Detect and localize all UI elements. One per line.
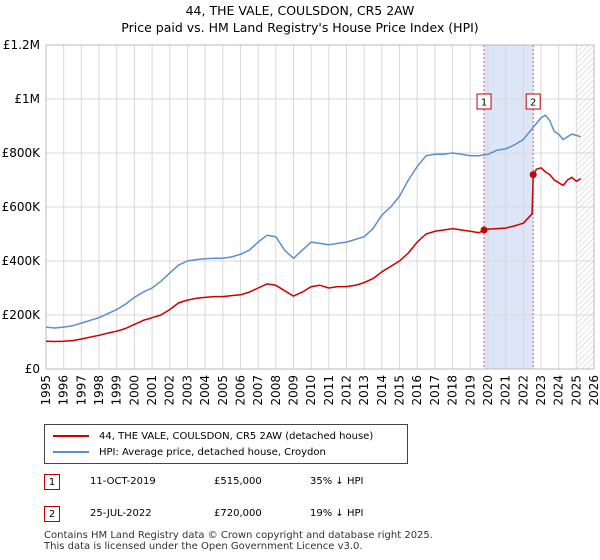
y-tick-label: £400K — [2, 254, 42, 268]
footer: Contains HM Land Registry data © Crown c… — [44, 530, 433, 552]
x-tick-label: 2022 — [516, 375, 530, 406]
sale-hpi-diff: 35% ↓ HPI — [310, 476, 364, 487]
series-line-hpi — [45, 114, 581, 329]
sale-hpi-diff: 19% ↓ HPI — [310, 508, 364, 519]
x-tick-label: 2000 — [127, 375, 141, 406]
x-tick-label: 2005 — [216, 375, 230, 406]
sales-row: 1 11-OCT-2019 £515,000 35% ↓ HPI — [44, 472, 464, 494]
legend-item-hpi: HPI: Average price, detached house, Croy… — [53, 444, 326, 460]
x-tick-label: 2017 — [428, 375, 442, 406]
sale-marker-label: 2 — [530, 98, 536, 109]
x-tick-label: 2019 — [463, 375, 477, 406]
x-tick-label: 2009 — [286, 375, 300, 406]
x-tick-label: 2010 — [304, 375, 318, 406]
x-tick-label: 2007 — [251, 375, 265, 406]
y-tick-label: £0 — [25, 362, 40, 376]
legend-swatch-property — [53, 435, 89, 437]
x-tick-label: 1998 — [92, 375, 106, 406]
x-tick-label: 1997 — [74, 375, 88, 406]
y-tick-label: £1M — [14, 92, 40, 106]
x-tick-label: 2023 — [534, 375, 548, 406]
sale-number-badge: 1 — [44, 474, 60, 490]
legend-label-property: 44, THE VALE, COULSDON, CR5 2AW (detache… — [99, 430, 374, 442]
sale-price: £515,000 — [214, 476, 262, 487]
x-tick-label: 1996 — [57, 375, 71, 406]
x-tick-label: 2014 — [375, 375, 389, 406]
series-line-property — [45, 167, 582, 343]
x-tick-label: 2020 — [481, 375, 495, 406]
legend-swatch-hpi — [53, 451, 89, 453]
sale-number-badge: 2 — [44, 506, 60, 522]
legend: 44, THE VALE, COULSDON, CR5 2AW (detache… — [44, 424, 408, 464]
chart-title: 44, THE VALE, COULSDON, CR5 2AW Price pa… — [0, 2, 600, 36]
sale-point — [480, 226, 488, 234]
x-tick-label: 2004 — [198, 375, 212, 406]
legend-item-property: 44, THE VALE, COULSDON, CR5 2AW (detache… — [53, 428, 373, 444]
sale-marker-label: 1 — [481, 98, 487, 109]
x-tick-label: 2011 — [322, 375, 336, 406]
sale-price: £720,000 — [214, 508, 262, 519]
sale-marker-box — [476, 93, 492, 110]
y-tick-label: £200K — [2, 308, 42, 322]
x-tick-label: 1995 — [39, 375, 53, 406]
x-tick-label: 2018 — [446, 375, 460, 406]
x-tick-label: 2008 — [269, 375, 283, 406]
x-tick-label: 2001 — [145, 375, 159, 406]
x-tick-label: 2006 — [233, 375, 247, 406]
plot-border — [45, 44, 595, 370]
x-tick-label: 2021 — [499, 375, 513, 406]
x-tick-label: 2002 — [163, 375, 177, 406]
x-tick-label: 2015 — [393, 375, 407, 406]
x-tick-label: 2016 — [410, 375, 424, 406]
chart-title-line1: 44, THE VALE, COULSDON, CR5 2AW — [185, 3, 415, 18]
x-tick-label: 2012 — [340, 375, 354, 406]
y-tick-label: £1.2M — [3, 38, 40, 52]
sale-point — [529, 171, 537, 179]
x-tick-label: 2024 — [552, 375, 566, 406]
chart-title-line2: Price paid vs. HM Land Registry's House … — [121, 20, 479, 35]
x-tick-label: 2003 — [180, 375, 194, 406]
footer-copyright: Contains HM Land Registry data © Crown c… — [44, 530, 433, 541]
y-tick-label: £600K — [2, 200, 42, 214]
footer-licence: This data is licensed under the Open Gov… — [44, 541, 363, 552]
legend-label-hpi: HPI: Average price, detached house, Croy… — [99, 446, 326, 458]
sale-date: 25-JUL-2022 — [90, 508, 152, 519]
x-tick-label: 2026 — [587, 375, 600, 406]
sales-row: 2 25-JUL-2022 £720,000 19% ↓ HPI — [44, 504, 464, 526]
y-tick-label: £800K — [2, 146, 42, 160]
sale-date: 11-OCT-2019 — [90, 476, 156, 487]
x-tick-label: 1999 — [110, 375, 124, 406]
x-tick-label: 2025 — [569, 375, 583, 406]
x-tick-label: 2013 — [357, 375, 371, 406]
sale-marker-box — [525, 93, 541, 110]
